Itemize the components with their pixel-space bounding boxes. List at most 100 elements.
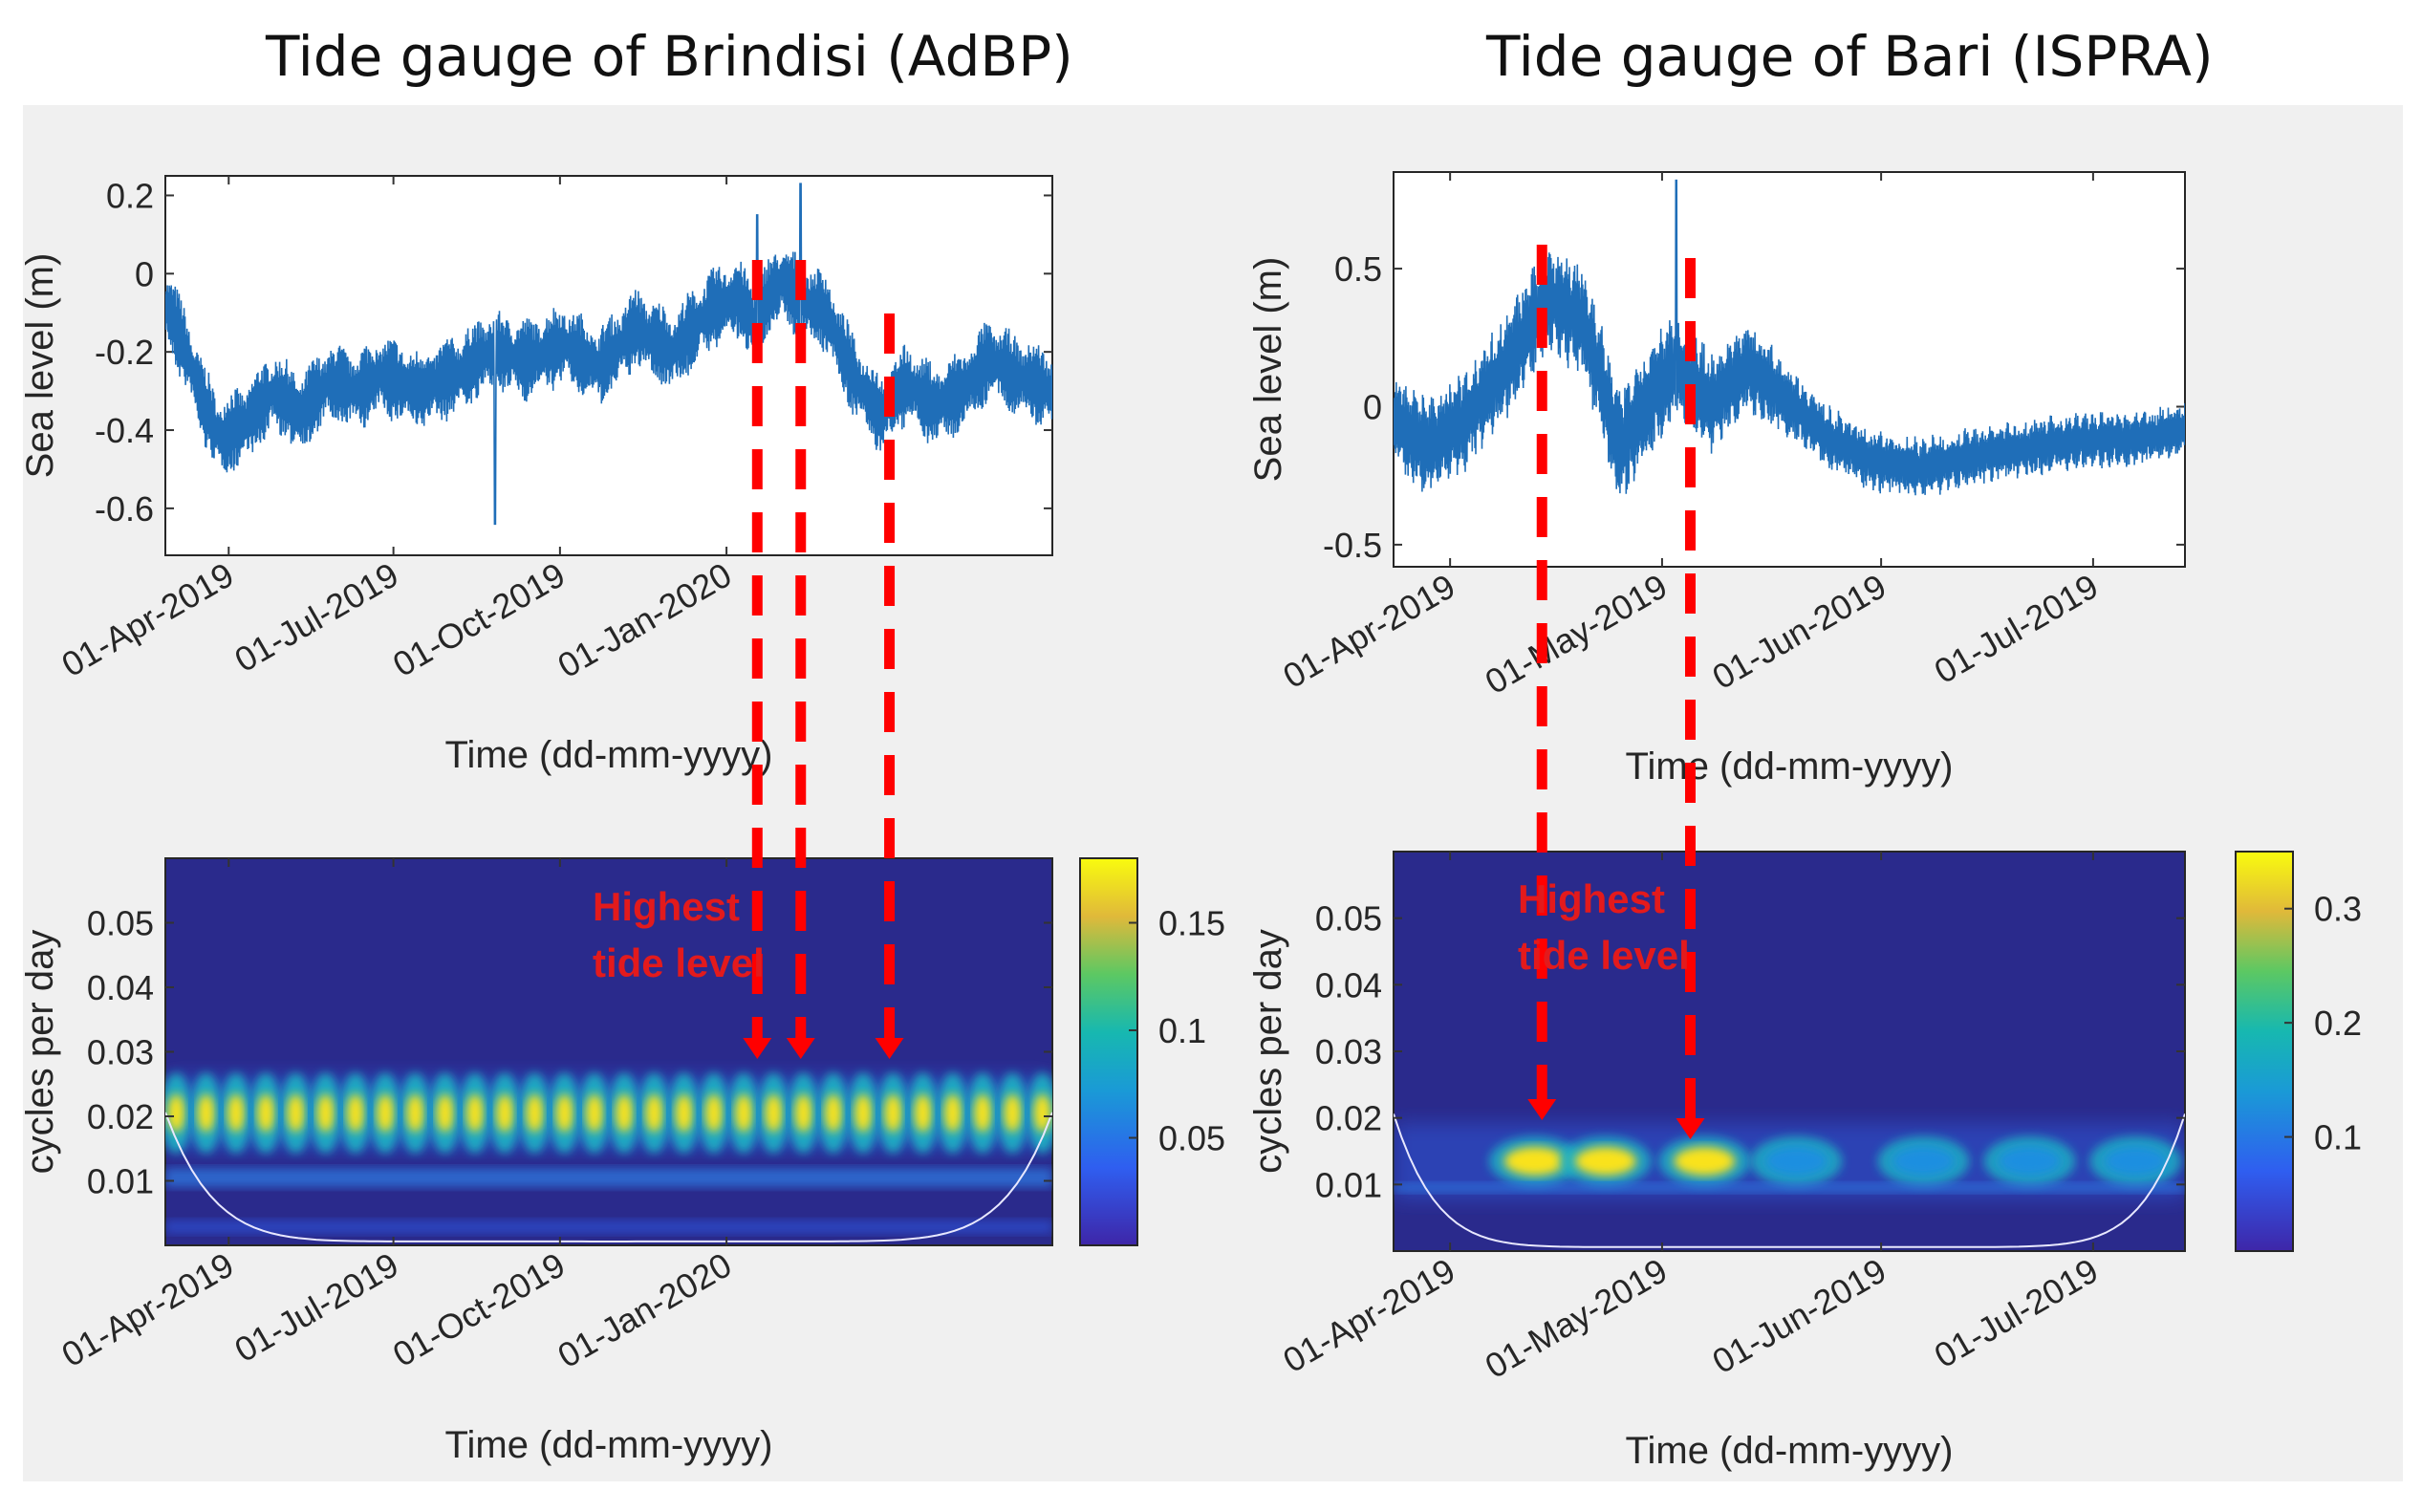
bari-scalogram-ytick-label: 0.05	[1315, 899, 1382, 939]
brindisi-scalogram-blob	[645, 1093, 663, 1133]
bari-scalogram-ytick-label: 0.03	[1315, 1032, 1382, 1071]
bari-scalogram-blob	[1999, 1146, 2061, 1176]
bari-scalogram-blob	[2105, 1146, 2167, 1176]
brindisi-scalogram-blob	[346, 1093, 364, 1133]
bari-scalogram-xtick-label: 01-Jun-2019	[1706, 1250, 1893, 1381]
brindisi-sea-level-xtick-label: 01-Jul-2019	[227, 554, 404, 680]
bari-scalogram-colorbar-label: 0.3	[2314, 890, 2362, 929]
highest-tide-annotation-right: Highest	[1518, 876, 1665, 921]
bari-scalogram-ytick-label: 0.02	[1315, 1099, 1382, 1138]
brindisi-sea-level-series-line	[165, 183, 1052, 526]
brindisi-scalogram-blob	[287, 1093, 305, 1133]
highest-tide-arrowhead	[1527, 1099, 1557, 1120]
highest-tide-annotation-left-2: tide level	[593, 940, 765, 985]
brindisi-sea-level-ytick-label: -0.2	[95, 333, 154, 372]
brindisi-scalogram-ytick-label: 0.02	[87, 1097, 154, 1136]
bari-scalogram-ytick-label: 0.04	[1315, 965, 1382, 1004]
brindisi-scalogram-blob	[377, 1093, 395, 1133]
bari-scalogram-cone-of-influence	[1394, 1113, 2185, 1248]
left-panel-title: Tide gauge of Brindisi (AdBP)	[266, 24, 1073, 89]
bari-scalogram-blob	[1892, 1146, 1955, 1176]
brindisi-scalogram-low-band	[165, 1220, 1052, 1234]
brindisi-scalogram-blob	[794, 1093, 812, 1133]
highest-tide-arrowhead	[1676, 1118, 1705, 1139]
bari-scalogram-blob	[1574, 1146, 1636, 1176]
brindisi-scalogram-blob	[1004, 1093, 1022, 1133]
brindisi-scalogram-blob	[1033, 1093, 1051, 1133]
brindisi-scalogram-colorbar-label: 0.15	[1158, 904, 1225, 943]
highest-tide-arrowhead	[743, 1038, 772, 1059]
brindisi-scalogram-xtick-label: 01-Jul-2019	[227, 1244, 404, 1370]
brindisi-scalogram-blob	[854, 1093, 873, 1133]
bari-sea-level-series-line	[1394, 179, 2185, 496]
brindisi-scalogram-ytick-label: 0.05	[87, 904, 154, 943]
brindisi-scalogram-blob	[526, 1093, 544, 1133]
brindisi-scalogram-blob	[943, 1093, 962, 1133]
highest-tide-arrowhead	[786, 1038, 815, 1059]
highest-tide-annotation-right-2: tide level	[1518, 933, 1690, 978]
brindisi-scalogram-blob	[704, 1093, 723, 1133]
brindisi-sea-level-xtick-label: 01-Apr-2019	[54, 554, 240, 684]
bari-sea-level-ytick-label: 0	[1363, 387, 1382, 426]
brindisi-sea-level-xtick-label: 01-Oct-2019	[386, 554, 572, 684]
brindisi-scalogram-colorbar-label: 0.05	[1158, 1119, 1225, 1158]
brindisi-sea-level-ytick-label: -0.6	[95, 489, 154, 529]
bari-scalogram-blob	[1503, 1146, 1566, 1176]
brindisi-scalogram-xtick-label: 01-Jan-2020	[551, 1244, 739, 1375]
brindisi-scalogram-blob	[824, 1093, 842, 1133]
brindisi-scalogram-heat	[165, 1072, 1052, 1242]
brindisi-scalogram-blob	[765, 1093, 783, 1133]
highest-tide-arrowhead	[875, 1038, 904, 1059]
bari-scalogram-heat	[1394, 1113, 2185, 1248]
brindisi-scalogram-blob	[585, 1093, 603, 1133]
right-panel-title: Tide gauge of Bari (ISPRA)	[1486, 24, 2214, 89]
brindisi-scalogram-ytick-label: 0.01	[87, 1162, 154, 1201]
brindisi-scalogram-blob	[406, 1093, 424, 1133]
brindisi-scalogram-ytick-label: 0.03	[87, 1033, 154, 1072]
bari-scalogram-xtick-label: 01-Jul-2019	[1928, 1250, 2105, 1375]
brindisi-scalogram-blob	[735, 1093, 753, 1133]
brindisi-scalogram-blob	[436, 1093, 454, 1133]
brindisi-sea-level-ytick-label: 0	[135, 254, 154, 293]
bari-sea-level-xtick-label: 01-May-2019	[1479, 566, 1674, 702]
bari-sea-level-ytick-label: -0.5	[1323, 526, 1382, 565]
brindisi-scalogram-blob	[616, 1093, 634, 1133]
highest-tide-annotation-left: Highest	[593, 884, 740, 929]
brindisi-scalogram-blob	[257, 1093, 275, 1133]
brindisi-scalogram-cone-of-influence	[165, 1112, 1052, 1242]
bari-sea-level-xtick-label: 01-Jun-2019	[1706, 566, 1893, 697]
bari-scalogram-colorbar-label: 0.2	[2314, 1004, 2362, 1043]
bari-scalogram-ylabel: cycles per day	[1247, 929, 1289, 1174]
brindisi-scalogram-blob	[555, 1093, 573, 1133]
brindisi-scalogram-blob	[884, 1093, 902, 1133]
bari-scalogram-secondary-band	[1394, 1182, 2185, 1193]
bari-sea-level-xtick-label: 01-Jul-2019	[1928, 566, 2105, 691]
brindisi-scalogram-xtick-label: 01-Oct-2019	[386, 1244, 572, 1374]
brindisi-scalogram-blob	[197, 1093, 215, 1133]
brindisi-scalogram-colorbar	[1079, 857, 1138, 1246]
brindisi-scalogram-secondary-band	[165, 1168, 1052, 1188]
brindisi-sea-level-ytick-label: 0.2	[106, 176, 154, 215]
brindisi-scalogram-colorbar-label: 0.1	[1158, 1011, 1206, 1050]
bari-sea-level-ytick-label: 0.5	[1334, 249, 1382, 289]
bari-scalogram-ytick-label: 0.01	[1315, 1165, 1382, 1204]
bari-scalogram-blob	[1765, 1146, 1827, 1176]
brindisi-scalogram-ylabel: cycles per day	[19, 930, 61, 1175]
brindisi-scalogram-blob	[167, 1093, 185, 1133]
brindisi-scalogram-blob	[974, 1093, 992, 1133]
bari-scalogram-xlabel: Time (dd-mm-yyyy)	[1626, 1430, 1954, 1472]
bari-sea-level-plot-frame	[1393, 171, 2186, 568]
brindisi-scalogram-blob	[914, 1093, 932, 1133]
bari-scalogram-blob	[1674, 1146, 1736, 1176]
brindisi-scalogram-xlabel: Time (dd-mm-yyyy)	[445, 1424, 773, 1466]
bari-sea-level-xlabel: Time (dd-mm-yyyy)	[1626, 745, 1954, 788]
bari-scalogram-xtick-label: 01-Apr-2019	[1276, 1250, 1461, 1380]
bari-scalogram-colorbar	[2235, 851, 2294, 1252]
brindisi-scalogram-blob	[316, 1093, 335, 1133]
brindisi-sea-level-ytick-label: -0.4	[95, 411, 154, 450]
brindisi-scalogram-ytick-label: 0.04	[87, 968, 154, 1007]
brindisi-scalogram-blob	[465, 1093, 484, 1133]
brindisi-scalogram-blob	[496, 1093, 514, 1133]
bari-sea-level-ylabel: Sea level (m)	[1247, 257, 1289, 483]
